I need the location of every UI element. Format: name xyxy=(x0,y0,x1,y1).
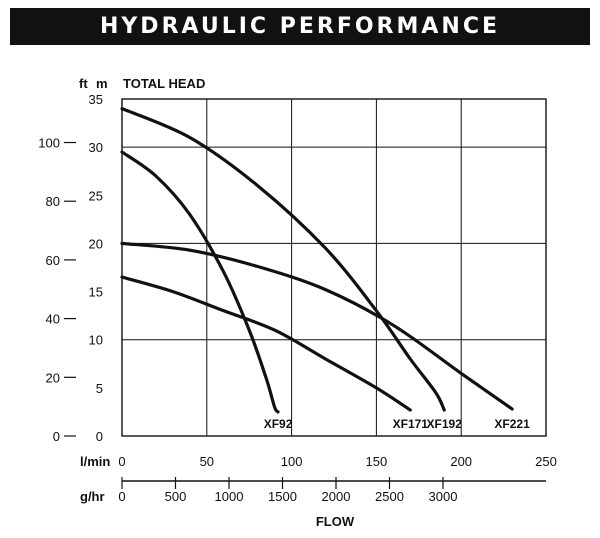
x-tick-label-ghr: 0 xyxy=(118,489,125,504)
x-tick-label-ghr: 1000 xyxy=(215,489,244,504)
curve-xf192 xyxy=(120,107,446,412)
y-tick-label-m: 15 xyxy=(89,285,103,300)
y-tick-label-ft: 0 xyxy=(53,429,60,444)
y-tick-label-ft: 40 xyxy=(46,312,60,327)
x-tick-label-lmin: 200 xyxy=(450,454,472,469)
x-tick-label-ghr: 3000 xyxy=(429,489,458,504)
plot-frame xyxy=(121,98,547,437)
y-tick-label-ft: 20 xyxy=(46,370,60,385)
title-bar: HYDRAULIC PERFORMANCE xyxy=(10,8,590,45)
x-tick-label-ghr: 2000 xyxy=(322,489,351,504)
x-tick-label-lmin: 150 xyxy=(366,454,388,469)
y-tick-label-m: 0 xyxy=(96,429,103,444)
y-tick-label-ft: 60 xyxy=(46,253,60,268)
chart-title: HYDRAULIC PERFORMANCE xyxy=(99,14,501,39)
y-tick-label-m: 30 xyxy=(89,140,103,155)
curve-label-xf192: XF192 xyxy=(427,417,463,431)
curve-xf92 xyxy=(120,150,280,414)
grid xyxy=(121,98,547,437)
x-tick-label-ghr: 1500 xyxy=(268,489,297,504)
x-tick-label-lmin: 50 xyxy=(200,454,214,469)
curve-xf171 xyxy=(120,275,412,412)
x-tick-label-lmin: 100 xyxy=(281,454,303,469)
y-unit-m: m xyxy=(96,76,108,91)
curve-label-xf92: XF92 xyxy=(264,417,293,431)
y-tick-label-ft: 80 xyxy=(46,194,60,209)
x-tick-label-lmin: 250 xyxy=(535,454,557,469)
y-axis-label: TOTAL HEAD xyxy=(123,76,205,91)
y-tick-label-m: 25 xyxy=(89,188,103,203)
y-tick-label-m: 5 xyxy=(96,381,103,396)
x-tick-label-lmin: 0 xyxy=(118,454,125,469)
x-unit-ghr: g/hr xyxy=(80,489,105,504)
x-tick-label-ghr: 500 xyxy=(165,489,187,504)
y-unit-ft: ft xyxy=(79,76,88,91)
curve-xf221 xyxy=(120,241,514,411)
x-tick-label-ghr: 2500 xyxy=(375,489,404,504)
curve-label-xf221: XF221 xyxy=(494,417,530,431)
x-unit-lmin: l/min xyxy=(80,454,110,469)
y-tick-label-m: 10 xyxy=(89,333,103,348)
y-tick-label-ft: 100 xyxy=(38,136,60,151)
curve-label-xf171: XF171 xyxy=(393,417,429,431)
y-tick-label-m: 35 xyxy=(89,92,103,107)
x-axis-label: FLOW xyxy=(316,514,355,529)
y-tick-label-m: 20 xyxy=(89,236,103,251)
